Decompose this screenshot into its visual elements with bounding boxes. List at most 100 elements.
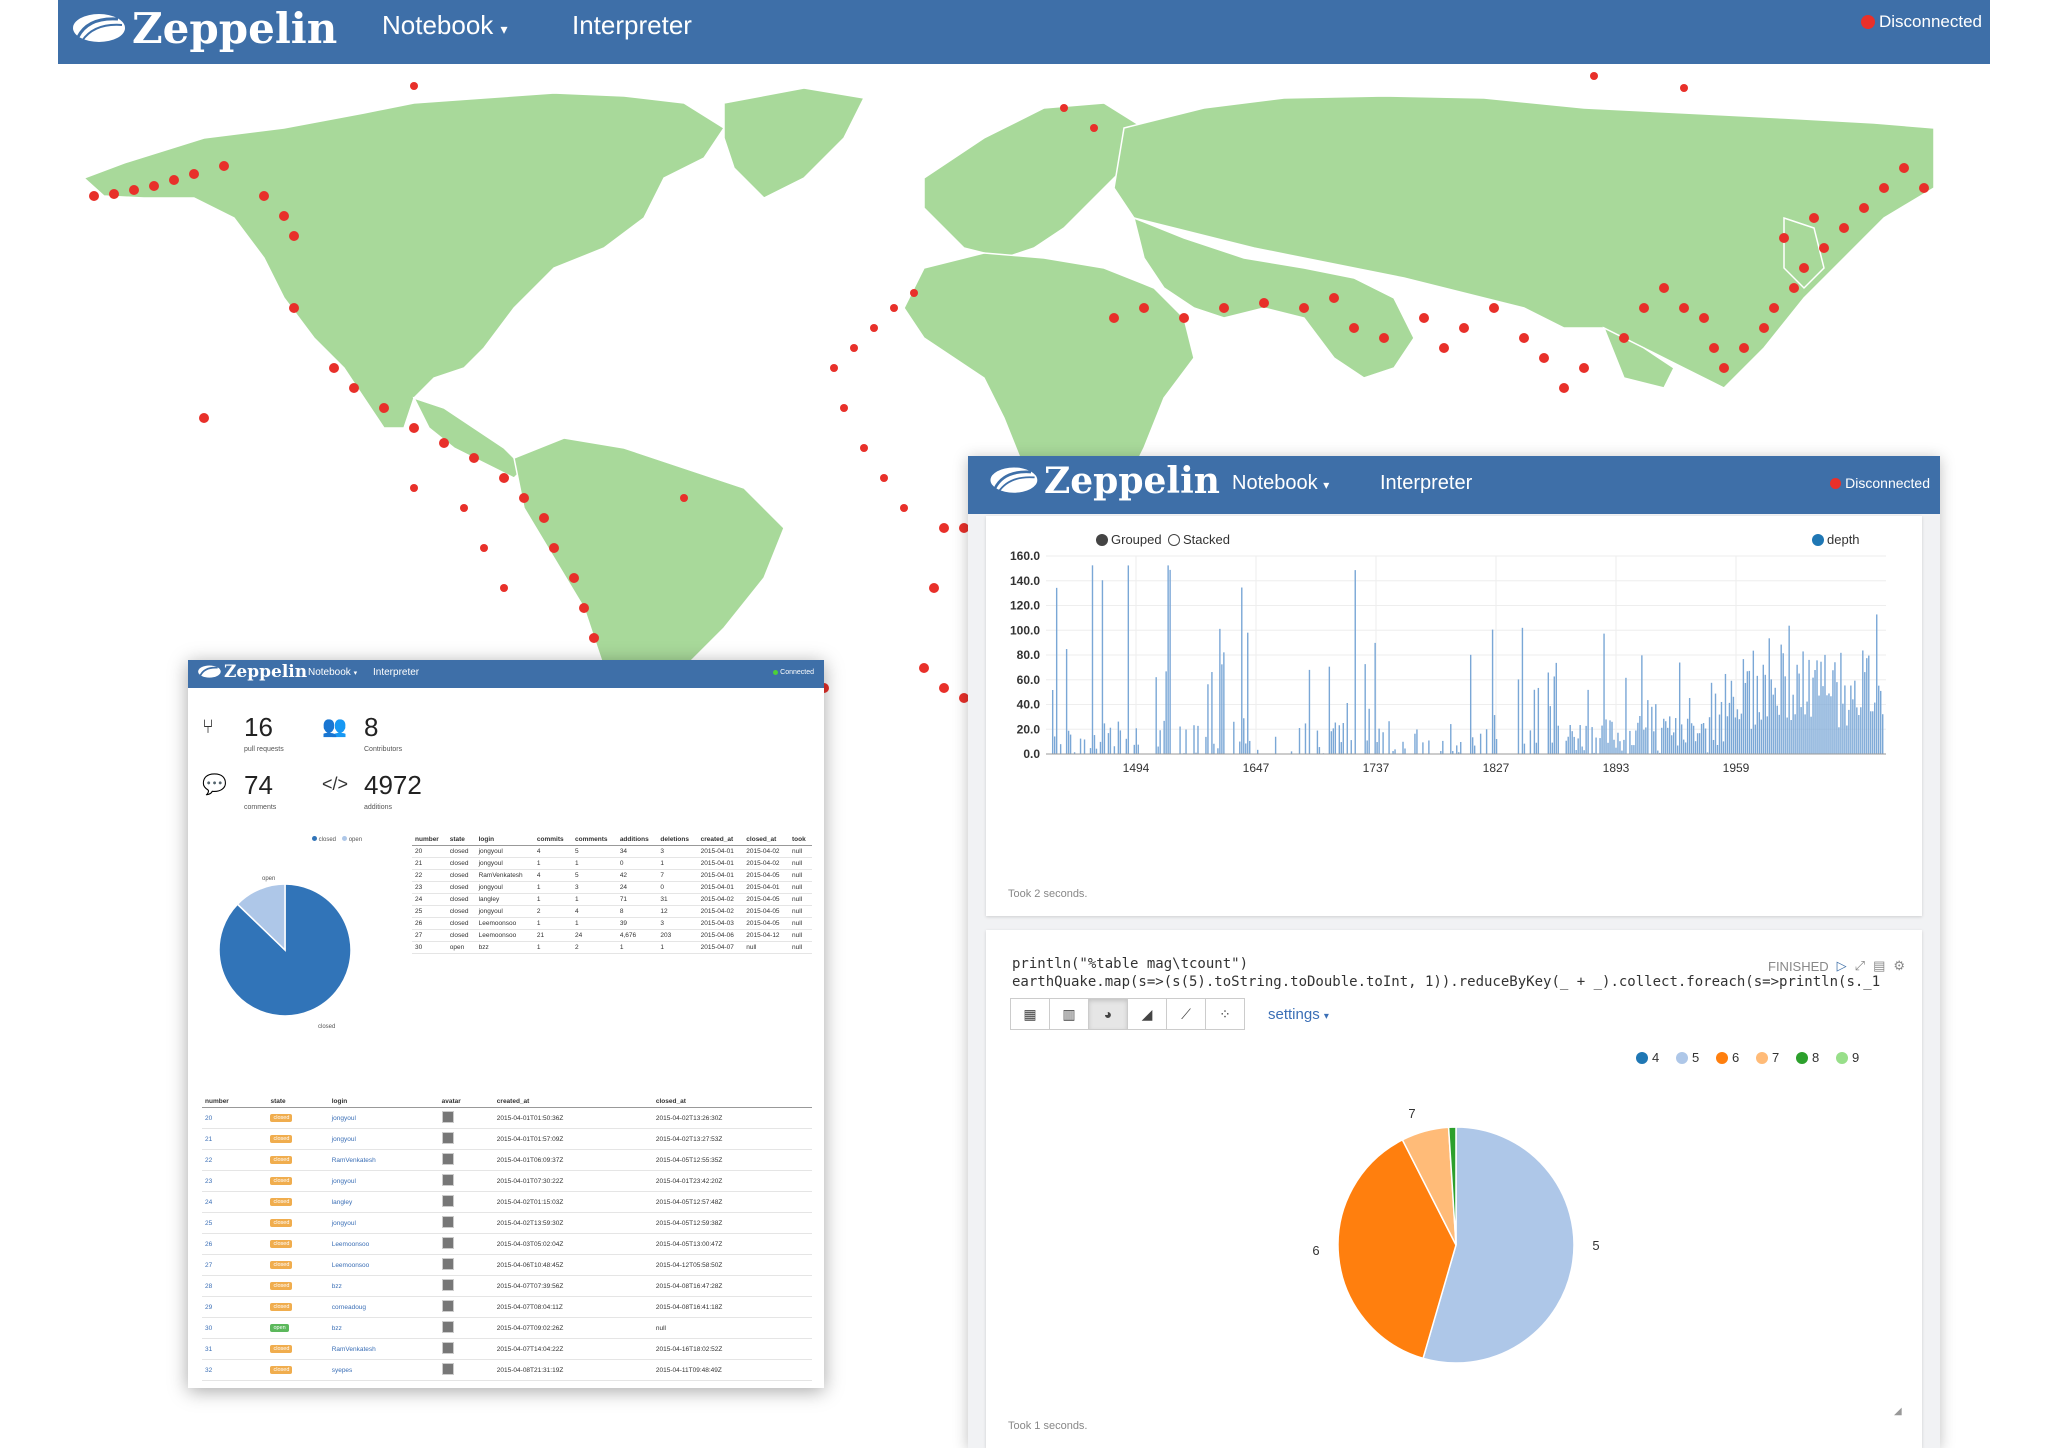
book-icon[interactable]: ▤ (1873, 958, 1886, 973)
column-header[interactable]: commits (533, 834, 572, 846)
table-cell: jongyoul (475, 857, 534, 870)
stacked-option[interactable]: Stacked (1168, 532, 1230, 547)
legend-item-4[interactable]: 4 (1636, 1050, 1659, 1065)
login-link[interactable]: jongyoul (331, 1135, 356, 1143)
pr-number-link[interactable]: 31 (205, 1345, 213, 1353)
pr-number-link[interactable]: 20 (205, 1114, 213, 1122)
column-header[interactable]: state (267, 1096, 329, 1108)
scatter-chart-button[interactable]: ⁘ (1205, 998, 1245, 1030)
run-icon[interactable]: ▷ (1836, 958, 1847, 973)
login-link[interactable]: RamVenkatesh (331, 1345, 376, 1353)
expand-icon[interactable]: ⤢ (1854, 958, 1866, 973)
column-header[interactable]: avatar (438, 1096, 494, 1108)
depth-bar (1730, 680, 1733, 754)
interpreter-link[interactable]: Interpreter (373, 667, 420, 678)
depth-bar (1167, 565, 1169, 754)
legend-label: 7 (1772, 1050, 1780, 1065)
pr-state-pie-chart[interactable] (218, 870, 378, 1020)
column-header[interactable]: comments (571, 834, 617, 846)
pr-number-link[interactable]: 26 (205, 1240, 213, 1248)
area-chart-button[interactable]: ◢ (1127, 998, 1167, 1030)
legend-dot-icon (1812, 533, 1824, 546)
depth-bar (1682, 739, 1685, 754)
login-link[interactable]: jongyoul (331, 1114, 356, 1122)
column-header[interactable]: number (202, 1096, 268, 1108)
legend-item-5[interactable]: 5 (1676, 1050, 1699, 1065)
pr-number-link[interactable]: 25 (205, 1219, 213, 1227)
login-link[interactable]: bzz (331, 1324, 342, 1332)
bar-chart-button[interactable]: ▥ (1049, 998, 1089, 1030)
earthquake-world-map[interactable] (84, 68, 1934, 768)
depth-legend[interactable]: depth (1812, 532, 1860, 547)
column-header[interactable]: created_at (697, 834, 744, 846)
depth-bar (1814, 670, 1816, 754)
resize-handle-icon[interactable]: ◢ (1894, 1406, 1902, 1417)
column-header[interactable]: deletions (657, 834, 698, 846)
notebook-menu[interactable]: Notebook ▾ (382, 10, 508, 41)
table-view-button[interactable]: ▦ (1010, 998, 1050, 1030)
login-link[interactable]: RamVenkatesh (331, 1156, 376, 1164)
zeppelin-logo[interactable]: Zeppelin (68, 4, 337, 53)
depth-bar (1127, 565, 1130, 754)
pr-number-link[interactable]: 29 (205, 1303, 213, 1311)
avatar (441, 1216, 454, 1228)
column-header[interactable]: number (412, 834, 447, 846)
depth-bar-chart[interactable]: 160.0 140.0 120.0 100.0 80.0 60.0 40.0 20.0 0.0 1… (986, 546, 1922, 796)
gear-icon[interactable]: ⚙ (1893, 958, 1906, 973)
pr-number-link[interactable]: 23 (205, 1177, 213, 1185)
login-link[interactable]: Leemoonsoo (331, 1240, 370, 1248)
settings-dropdown[interactable]: settings ▾ (1268, 1006, 1329, 1023)
code-line-1[interactable]: println("%table mag\tcount") (1012, 956, 1249, 972)
grouped-option[interactable]: Grouped (1096, 532, 1162, 547)
zeppelin-logo[interactable]: Zeppelin (196, 662, 307, 682)
caret-down-icon: ▾ (1323, 1011, 1329, 1022)
pie-chart-button[interactable]: ◕ (1088, 998, 1128, 1030)
login-link[interactable]: bzz (331, 1282, 342, 1290)
code-line-2[interactable]: earthQuake.map(s=>(s(5).toString.toDoubl… (1012, 974, 1881, 990)
pr-number-link[interactable]: 32 (205, 1366, 213, 1374)
column-header[interactable]: created_at (493, 1096, 653, 1108)
magnitude-pie-chart[interactable]: 5 6 7 (1186, 1080, 1726, 1410)
notebook-menu[interactable]: Notebook ▾ (1232, 472, 1329, 495)
depth-bar (1334, 722, 1337, 754)
legend-item-9[interactable]: 9 (1836, 1050, 1859, 1065)
column-header[interactable]: login (475, 834, 534, 846)
depth-bar (1065, 649, 1068, 754)
column-header[interactable]: closed_at (652, 1096, 812, 1108)
pr-summary-table: number state login commits comments additions… (412, 834, 812, 954)
login-link[interactable]: corneadoug (331, 1303, 367, 1311)
column-header[interactable]: state (446, 834, 476, 846)
depth-bar (1185, 729, 1187, 754)
interpreter-link[interactable]: Interpreter (572, 10, 692, 40)
pr-number-link[interactable]: 24 (205, 1198, 213, 1206)
pr-number-link[interactable]: 22 (205, 1156, 213, 1164)
depth-bar (1595, 737, 1597, 754)
status-badge: closed (270, 1156, 293, 1164)
login-link[interactable]: jongyoul (331, 1177, 356, 1185)
login-link[interactable]: jongyoul (331, 1219, 356, 1227)
legend-item-8[interactable]: 8 (1796, 1050, 1819, 1065)
column-header[interactable]: closed_at (743, 834, 789, 846)
zeppelin-logo[interactable]: Zeppelin (986, 460, 1220, 502)
column-header[interactable]: additions (616, 834, 658, 846)
login-link[interactable]: langley (331, 1198, 353, 1206)
login-link[interactable]: syepes (331, 1366, 353, 1374)
depth-bar (1722, 741, 1725, 754)
depth-bar (1517, 679, 1520, 754)
interpreter-link[interactable]: Interpreter (1380, 472, 1473, 494)
depth-bar (1340, 742, 1342, 754)
legend-label: 6 (1732, 1050, 1740, 1065)
pr-number-link[interactable]: 21 (205, 1135, 213, 1143)
column-header[interactable]: took (788, 834, 812, 846)
legend-item-6[interactable]: 6 (1716, 1050, 1739, 1065)
pr-number-link[interactable]: 30 (205, 1324, 213, 1332)
table-cell: null (788, 929, 812, 942)
pr-number-link[interactable]: 28 (205, 1282, 213, 1290)
line-chart-button[interactable]: ⟋ (1166, 998, 1206, 1030)
login-link[interactable]: Leemoonsoo (331, 1261, 370, 1269)
notebook-menu[interactable]: Notebook ▾ (308, 667, 357, 678)
legend-item-7[interactable]: 7 (1756, 1050, 1779, 1065)
column-header[interactable]: login (328, 1096, 439, 1108)
depth-bar (1382, 732, 1384, 754)
pr-number-link[interactable]: 27 (205, 1261, 213, 1269)
